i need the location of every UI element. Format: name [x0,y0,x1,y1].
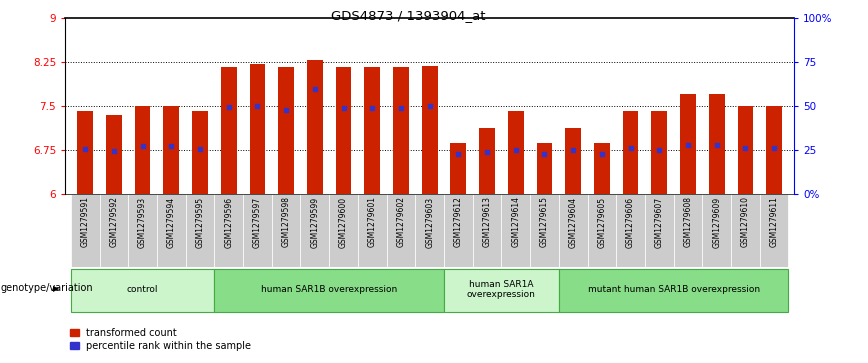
Bar [502,194,530,267]
Text: GSM1279613: GSM1279613 [483,196,491,247]
Text: GSM1279597: GSM1279597 [253,196,262,248]
Text: GSM1279605: GSM1279605 [597,196,607,248]
Bar [702,194,731,267]
Bar [329,194,358,267]
Bar [681,94,696,194]
Bar [760,194,788,267]
Bar [243,194,272,267]
Text: GSM1279615: GSM1279615 [540,196,549,247]
Bar [279,67,294,194]
Text: GSM1279602: GSM1279602 [397,196,405,247]
Bar [444,269,559,311]
Text: GSM1279596: GSM1279596 [224,196,233,248]
Text: GSM1279591: GSM1279591 [81,196,89,247]
Bar [336,67,352,194]
Bar [731,194,760,267]
Bar [444,194,473,267]
Bar [163,106,179,194]
Bar [300,194,329,267]
Text: genotype/variation: genotype/variation [1,283,94,293]
Text: GSM1279606: GSM1279606 [626,196,635,248]
Text: GSM1279614: GSM1279614 [511,196,520,247]
Bar [272,194,300,267]
Text: GSM1279609: GSM1279609 [713,196,721,248]
Bar [386,194,415,267]
Bar [220,67,237,194]
Bar [645,194,674,267]
Bar [214,194,243,267]
Bar [128,194,157,267]
Bar [186,194,214,267]
Text: ▶: ▶ [53,284,59,293]
Bar [674,194,702,267]
Bar [479,129,495,194]
Text: GSM1279600: GSM1279600 [339,196,348,248]
Text: GSM1279612: GSM1279612 [454,196,463,247]
Text: GSM1279611: GSM1279611 [770,196,779,247]
Text: GSM1279607: GSM1279607 [654,196,664,248]
Bar [559,269,788,311]
Bar [100,194,128,267]
Text: GSM1279593: GSM1279593 [138,196,147,248]
Bar [422,66,437,194]
Bar [766,106,782,194]
Text: human SAR1B overexpression: human SAR1B overexpression [261,285,398,294]
Text: GSM1279601: GSM1279601 [368,196,377,247]
Bar [192,111,208,194]
Bar [709,94,725,194]
Text: GSM1279610: GSM1279610 [741,196,750,247]
Text: GSM1279595: GSM1279595 [195,196,205,248]
Text: control: control [127,285,158,294]
Bar [393,67,409,194]
Bar [135,106,150,194]
Bar [77,111,93,194]
Bar [358,194,386,267]
Bar [559,194,588,267]
Bar [565,129,581,194]
Bar [508,111,523,194]
Bar [106,115,122,194]
Text: GSM1279592: GSM1279592 [109,196,118,247]
Text: GDS4873 / 1393904_at: GDS4873 / 1393904_at [331,9,485,22]
Bar [249,64,266,194]
Bar [473,194,502,267]
Bar [415,194,444,267]
Bar [588,194,616,267]
Bar [530,194,559,267]
Text: GSM1279594: GSM1279594 [167,196,176,248]
Bar [622,111,639,194]
Bar [450,143,466,194]
Text: GSM1279603: GSM1279603 [425,196,434,248]
Bar [365,67,380,194]
Text: GSM1279604: GSM1279604 [569,196,578,248]
Bar [157,194,186,267]
Bar [71,194,100,267]
Text: GSM1279608: GSM1279608 [683,196,693,247]
Text: mutant human SAR1B overexpression: mutant human SAR1B overexpression [588,285,760,294]
Bar [71,269,214,311]
Legend: transformed count, percentile rank within the sample: transformed count, percentile rank withi… [70,328,252,351]
Text: GSM1279598: GSM1279598 [281,196,291,247]
Text: human SAR1A
overexpression: human SAR1A overexpression [467,280,536,299]
Bar [651,111,667,194]
Bar [214,269,444,311]
Bar [536,143,552,194]
Bar [594,143,610,194]
Text: GSM1279599: GSM1279599 [311,196,319,248]
Bar [307,60,323,194]
Bar [616,194,645,267]
Bar [738,106,753,194]
